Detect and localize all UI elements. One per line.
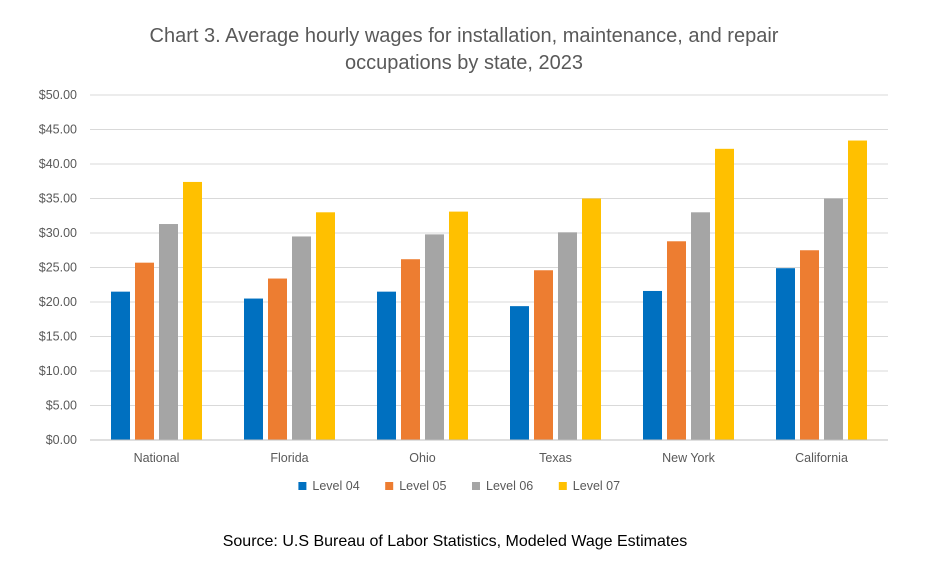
y-tick-label: $45.00 (39, 123, 77, 137)
legend-swatch (298, 482, 307, 490)
x-tick-label: Ohio (409, 451, 435, 465)
bar (425, 234, 444, 440)
legend-label: Level 05 (399, 479, 446, 493)
y-tick-label: $15.00 (39, 330, 77, 344)
bar (159, 224, 178, 440)
legend-item: Level 04 (298, 479, 360, 493)
bar (401, 259, 420, 440)
y-tick-label: $30.00 (39, 226, 77, 240)
bar (558, 232, 577, 440)
y-tick-label: $35.00 (39, 192, 77, 206)
x-tick-label: California (795, 451, 848, 465)
legend: Level 04 Level 05 Level 06 Level 07 (298, 479, 620, 493)
bar (534, 270, 553, 440)
legend-label: Level 07 (573, 479, 620, 493)
legend-swatch (472, 482, 480, 490)
legend-item: Level 07 (558, 479, 620, 493)
x-tick-label: Texas (539, 451, 572, 465)
bar (183, 181, 202, 440)
bar (776, 268, 795, 440)
x-tick-label: Florida (270, 451, 308, 465)
y-tick-label: $25.00 (39, 261, 77, 275)
bar (111, 291, 130, 440)
bars (111, 140, 867, 441)
chart-title-line-1: Chart 3. Average hourly wages for instal… (150, 25, 779, 47)
bar (691, 212, 710, 440)
legend-swatch (558, 482, 567, 490)
legend-label: Level 06 (486, 479, 533, 493)
bar (800, 250, 819, 440)
y-tick-label: $20.00 (39, 295, 77, 309)
x-axis-tick-labels: National Florida Ohio Texas New York Californ… (134, 451, 848, 465)
bar (848, 140, 867, 441)
source-note: Source: U.S Bureau of Labor Statistics, … (223, 533, 688, 550)
bar (715, 148, 734, 440)
x-tick-label: National (134, 451, 180, 465)
bar (268, 278, 287, 440)
bar (824, 198, 843, 440)
chart-title: Chart 3. Average hourly wages for instal… (150, 25, 779, 74)
legend-swatch (385, 482, 394, 490)
y-tick-label: $40.00 (39, 157, 77, 171)
y-tick-label: $10.00 (39, 364, 77, 378)
bar (135, 262, 154, 440)
legend-label: Level 04 (312, 479, 359, 493)
bar (377, 291, 396, 440)
y-axis-tick-labels: $0.00 $5.00 $10.00 $15.00 $20.00 $25.00 $30.00… (39, 88, 77, 447)
bar (582, 198, 601, 440)
y-tick-label: $0.00 (46, 433, 77, 447)
bar (316, 212, 335, 440)
y-tick-label: $50.00 (39, 88, 77, 102)
y-tick-label: $5.00 (46, 399, 77, 413)
bar (449, 211, 468, 440)
bar (292, 236, 311, 440)
bar (510, 306, 529, 440)
bar (667, 241, 686, 440)
legend-item: Level 05 (385, 479, 447, 493)
legend-item: Level 06 (472, 479, 533, 493)
gridlines (90, 94, 888, 406)
bar (643, 290, 662, 440)
chart-title-line-2: occupations by state, 2023 (345, 52, 583, 74)
x-tick-label: New York (662, 451, 716, 465)
bar (244, 298, 263, 440)
